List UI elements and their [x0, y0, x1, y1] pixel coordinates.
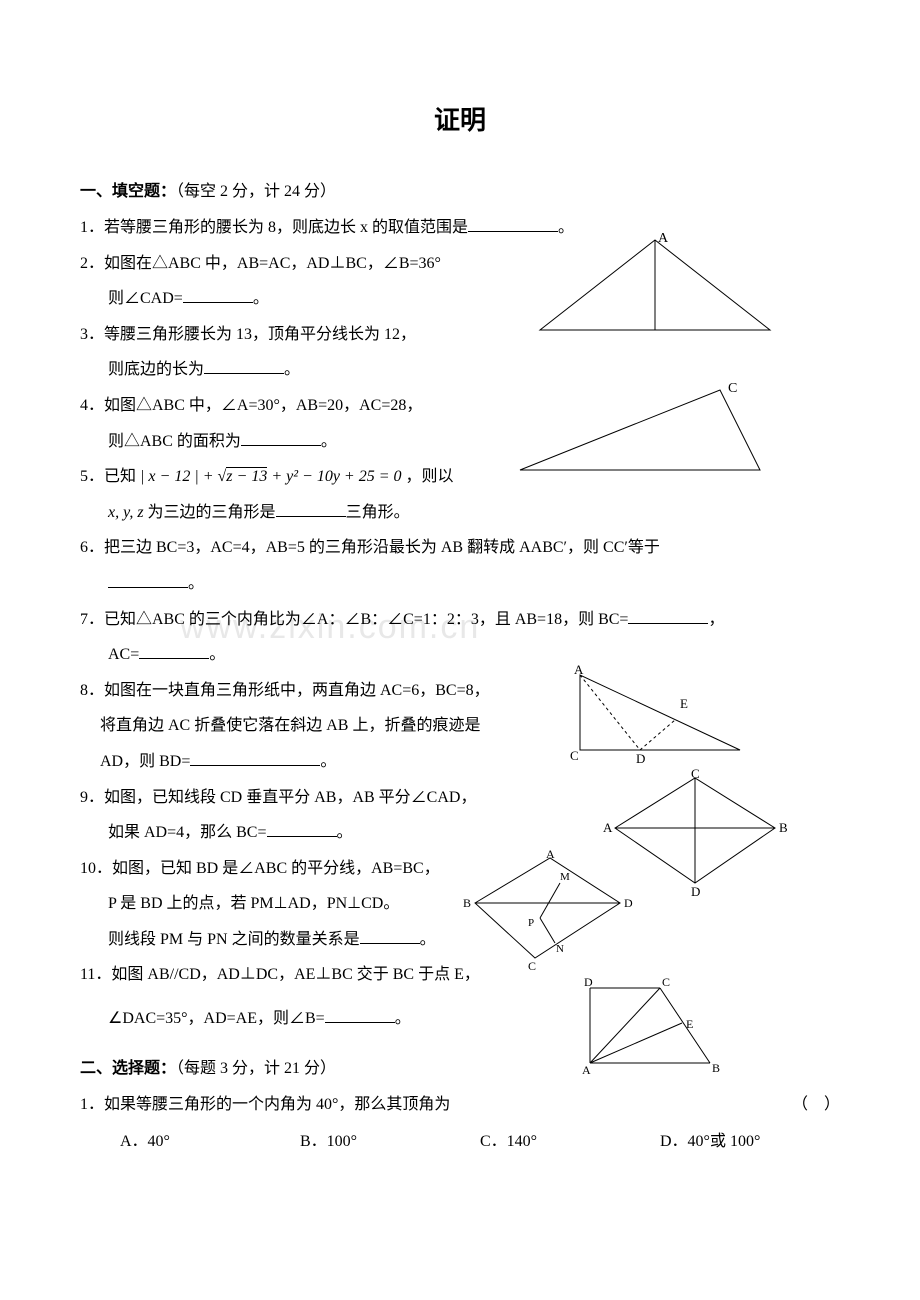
- q6: 6．把三边 BC=3，AC=4，AB=5 的三角形沿最长为 AB 翻转成 AAB…: [80, 531, 840, 565]
- svg-text:E: E: [680, 696, 688, 711]
- q10c-text: 则线段 PM 与 PN 之间的数量关系是: [108, 931, 360, 948]
- q11b-text: ∠DAC=35°，AD=AE，则∠B=: [108, 1010, 325, 1027]
- q1-text: 1．若等腰三角形的腰长为 8，则底边长 x 的取值范围是: [80, 219, 468, 236]
- figure-q11: D C A B E: [560, 968, 750, 1078]
- svg-text:B: B: [463, 896, 471, 910]
- paren: （ ）: [792, 1088, 840, 1122]
- svg-text:C: C: [570, 748, 579, 763]
- q2b-text: 则∠CAD=: [108, 290, 183, 307]
- svg-text:C: C: [662, 975, 670, 989]
- s2-q1-options: A．40° B．100° C．140° D．40°或 100°: [80, 1127, 840, 1151]
- q7a: 7．已知△ABC 的三个内角比为∠A：∠B：∠C=1：2：3，且 AB=18，则…: [80, 603, 840, 637]
- q5b-vars: x, y, z: [108, 504, 144, 521]
- svg-text:D: D: [584, 975, 593, 989]
- s2-q1-text: 1．如果等腰三角形的一个内角为 40°，那么其顶角为: [80, 1096, 450, 1113]
- section1-header: 一、填空题：（每空 2 分，计 24 分）: [80, 177, 840, 201]
- blank: [204, 358, 284, 374]
- section2-header-bold: 二、选择题：: [80, 1060, 176, 1077]
- blank: [267, 821, 337, 837]
- svg-text:D: D: [624, 896, 633, 910]
- q4b-text: 则△ABC 的面积为: [108, 433, 241, 450]
- blank: [241, 430, 321, 446]
- q3b-text: 则底边的长为: [108, 361, 204, 378]
- q5a-pre: 5．已知: [80, 468, 136, 485]
- opt-c: C．140°: [480, 1127, 660, 1151]
- q5a-post: ，则以: [406, 468, 454, 485]
- opt-b: B．100°: [300, 1127, 480, 1151]
- svg-text:P: P: [528, 917, 534, 929]
- section1-header-bold: 一、填空题：: [80, 183, 176, 200]
- figure-q10: A B D C M P N: [460, 848, 660, 978]
- q5-formula: | x − 12 | + √z − 13 + y² − 10y + 25 = 0: [140, 467, 402, 485]
- section1-header-rest: （每空 2 分，计 24 分）: [176, 183, 336, 200]
- q6b: 。: [80, 567, 840, 601]
- blank: [325, 1007, 395, 1023]
- svg-text:A: A: [582, 1063, 591, 1077]
- svg-text:E: E: [686, 1017, 693, 1031]
- svg-text:A: A: [546, 848, 555, 861]
- blank: [276, 501, 346, 517]
- svg-text:N: N: [556, 943, 564, 955]
- page-title: 证明: [80, 100, 840, 137]
- blank: [190, 750, 320, 766]
- svg-text:M: M: [560, 871, 570, 883]
- q5b-pre: 为三边的三角形是: [144, 504, 276, 521]
- blank: [108, 572, 188, 588]
- svg-text:C: C: [728, 381, 737, 396]
- svg-text:C: C: [528, 959, 536, 973]
- svg-text:A: A: [603, 820, 613, 835]
- opt-d: D．40°或 100°: [660, 1127, 840, 1151]
- svg-text:A: A: [658, 231, 669, 246]
- blank: [360, 928, 420, 944]
- svg-text:B: B: [712, 1061, 720, 1075]
- q7b-text: AC=: [108, 646, 139, 663]
- svg-text:B: B: [779, 820, 788, 835]
- blank: [628, 608, 708, 624]
- figure-q8: A C D E: [560, 660, 760, 765]
- q5b-post: 三角形。: [346, 504, 410, 521]
- opt-a: A．40°: [120, 1127, 300, 1151]
- s2-q1: 1．如果等腰三角形的一个内角为 40°，那么其顶角为 （ ）: [80, 1088, 840, 1122]
- blank: [183, 287, 253, 303]
- figure-q2: A: [530, 230, 780, 360]
- q7a-text: 7．已知△ABC 的三个内角比为∠A：∠B：∠C=1：2：3，且 AB=18，则…: [80, 611, 628, 628]
- q5b: x, y, z 为三边的三角形是 三角形。: [80, 496, 840, 530]
- svg-text:D: D: [691, 884, 700, 898]
- svg-text:C: C: [691, 768, 700, 781]
- svg-text:A: A: [574, 662, 584, 677]
- q8c-text: AD，则 BD=: [100, 753, 190, 770]
- section2-header-rest: （每题 3 分，计 21 分）: [176, 1060, 336, 1077]
- blank: [139, 643, 209, 659]
- q9b-text: 如果 AD=4，那么 BC=: [108, 824, 267, 841]
- figure-q4: C: [510, 370, 770, 490]
- svg-text:D: D: [636, 751, 645, 765]
